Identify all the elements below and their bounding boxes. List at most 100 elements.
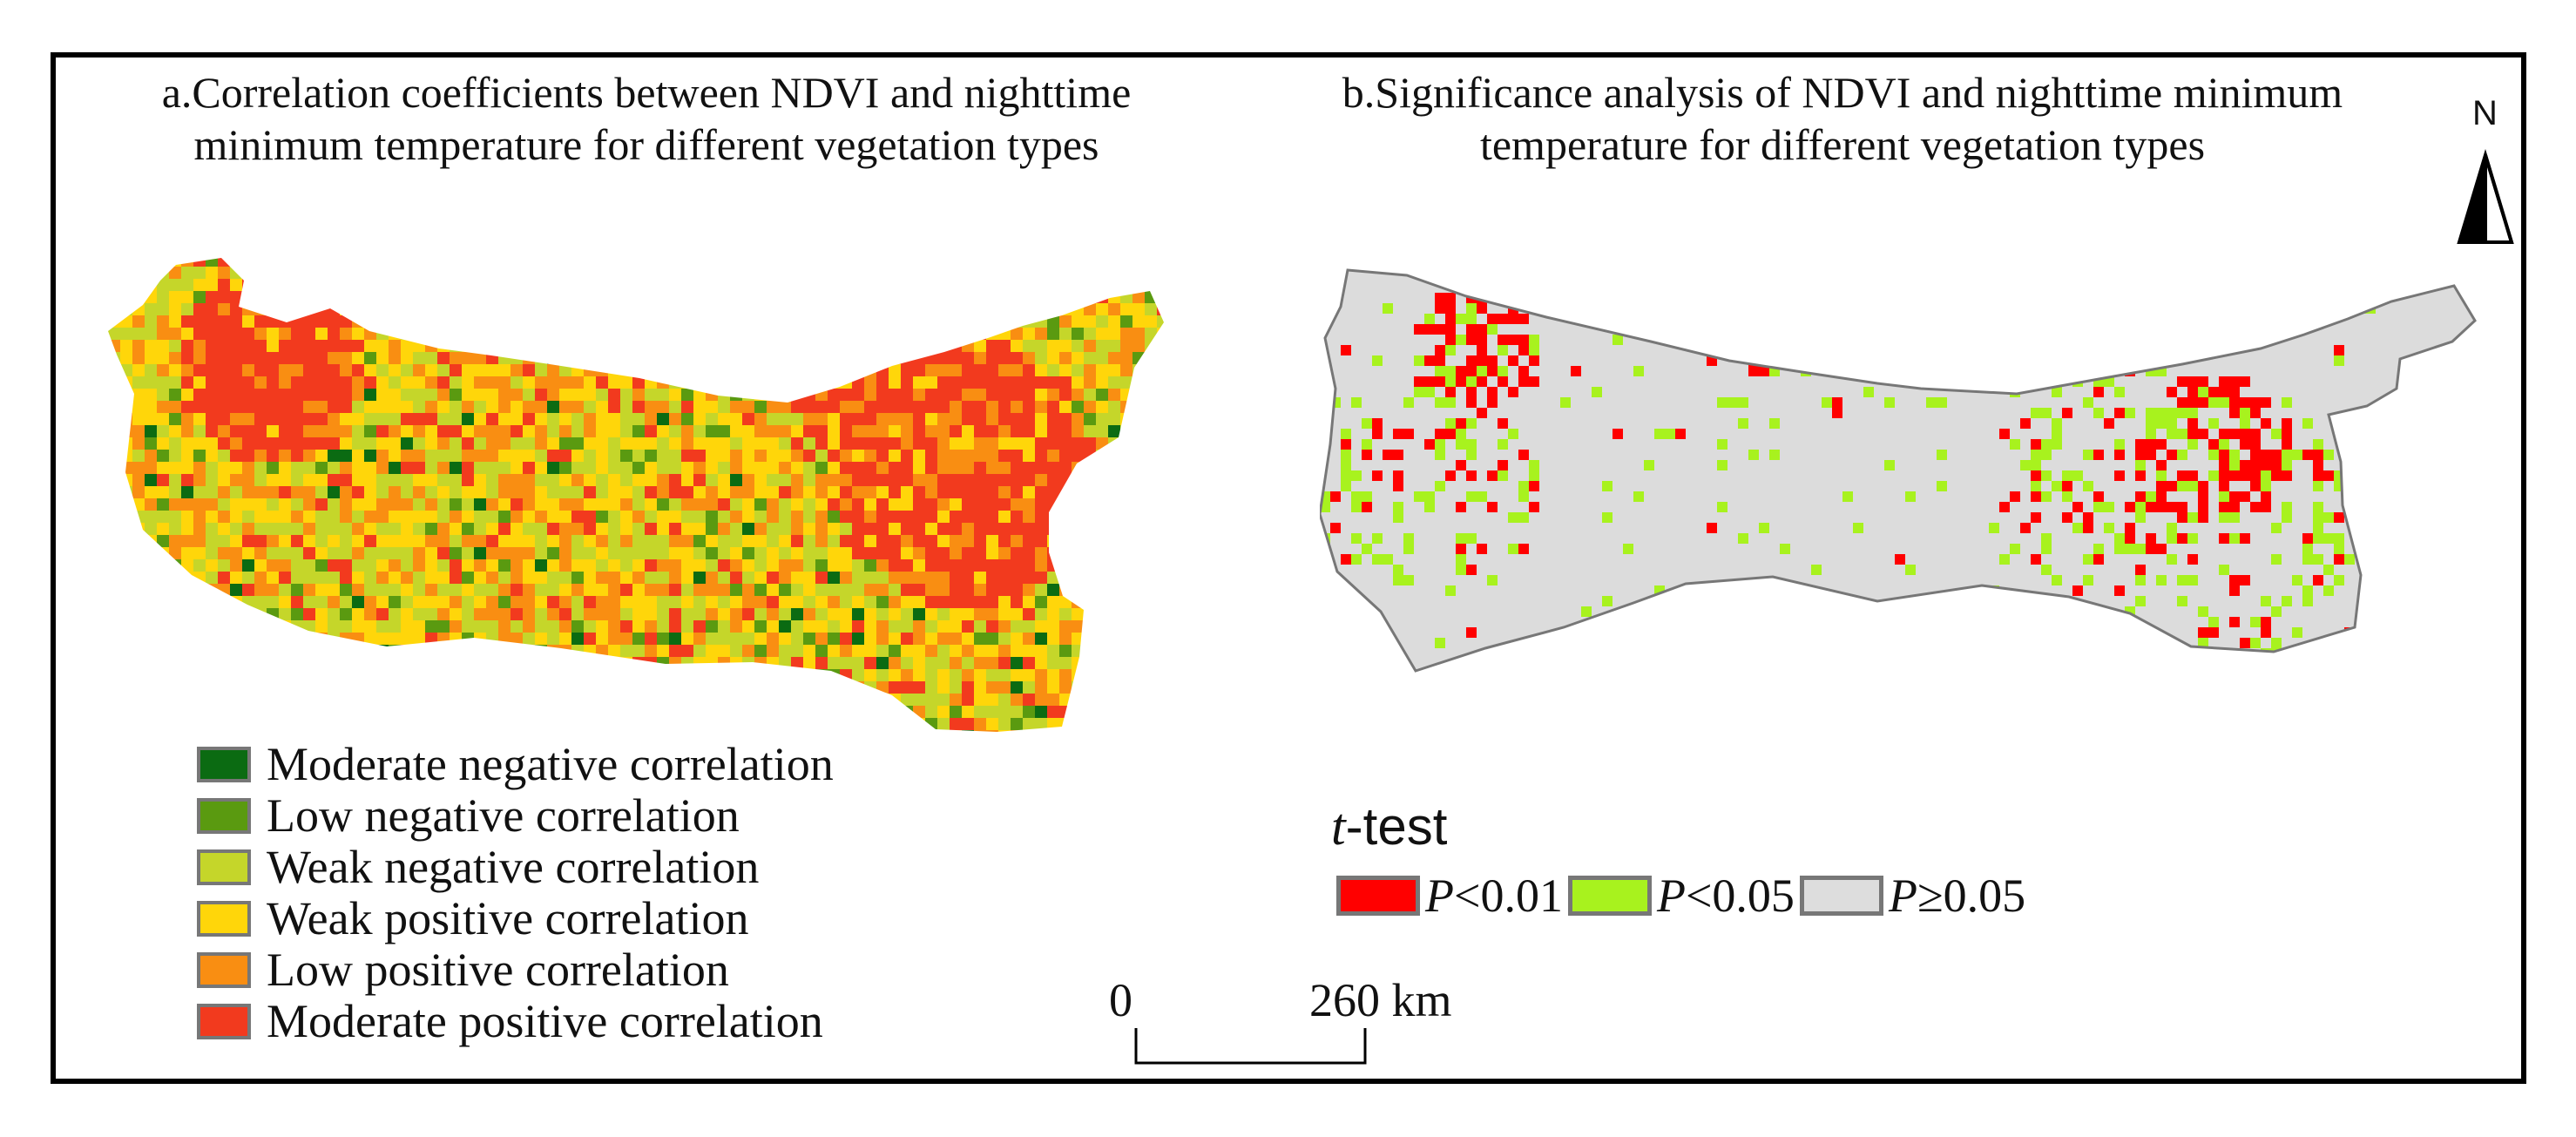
raster-cell (389, 596, 401, 608)
raster-cell (486, 596, 498, 608)
raster-cell (1169, 303, 1181, 315)
raster-cell (791, 584, 803, 596)
significance-cell (1832, 669, 1842, 671)
raster-cell (547, 303, 559, 315)
raster-cell (498, 596, 510, 608)
raster-cell (998, 498, 1011, 511)
raster-cell (1132, 706, 1145, 718)
raster-cell (413, 462, 425, 474)
raster-cell (779, 498, 791, 511)
significance-cell (1445, 314, 1456, 324)
raster-cell (803, 413, 815, 425)
raster-cell (1047, 462, 1059, 474)
raster-cell (413, 413, 425, 425)
raster-cell (498, 413, 510, 425)
raster-cell (596, 376, 608, 389)
raster-cell (901, 401, 913, 413)
raster-cell (1096, 267, 1108, 279)
raster-cell (1132, 315, 1145, 328)
raster-cell (145, 258, 157, 267)
raster-cell (108, 511, 120, 523)
raster-cell (523, 267, 535, 279)
raster-cell (1047, 694, 1059, 706)
raster-cell (218, 608, 230, 620)
raster-cell (1206, 474, 1218, 486)
raster-cell (950, 315, 962, 328)
raster-cell (315, 450, 328, 462)
raster-cell (340, 401, 352, 413)
raster-cell (559, 401, 571, 413)
significance-cell (2219, 293, 2229, 303)
raster-cell (206, 376, 218, 389)
raster-cell (767, 340, 779, 352)
raster-cell (742, 474, 754, 486)
raster-cell (937, 633, 950, 645)
raster-cell (657, 258, 669, 267)
raster-cell (1132, 584, 1145, 596)
raster-cell (864, 498, 876, 511)
raster-cell (828, 364, 840, 376)
raster-cell (315, 413, 328, 425)
significance-cell (1456, 533, 1466, 544)
raster-cell (1096, 584, 1108, 596)
raster-cell (803, 486, 815, 498)
raster-cell (193, 608, 206, 620)
raster-cell (1108, 694, 1120, 706)
raster-cell (852, 681, 864, 694)
raster-cell (620, 279, 632, 291)
raster-cell (401, 523, 413, 535)
raster-cell (218, 462, 230, 474)
raster-cell (389, 462, 401, 474)
raster-cell (1132, 498, 1145, 511)
significance-cell (1487, 502, 1498, 512)
raster-cell (242, 389, 254, 401)
raster-cell (462, 401, 474, 413)
raster-cell (571, 608, 584, 620)
raster-cell (681, 267, 693, 279)
raster-cell (462, 450, 474, 462)
raster-cell (145, 315, 157, 328)
raster-cell (450, 669, 462, 681)
raster-cell (815, 523, 828, 535)
scale-bar (1134, 1028, 1367, 1065)
significance-cell (1393, 470, 1403, 481)
raster-cell (181, 462, 193, 474)
raster-cell (1047, 681, 1059, 694)
panel-a-title: a.Correlation coefficients between NDVI … (71, 66, 1221, 171)
raster-cell (169, 340, 181, 352)
raster-cell (169, 474, 181, 486)
raster-cell (828, 694, 840, 706)
raster-cell (157, 258, 169, 267)
raster-cell (876, 633, 889, 645)
raster-cell (1145, 645, 1157, 657)
raster-cell (742, 645, 754, 657)
raster-cell (937, 376, 950, 389)
raster-cell (328, 279, 340, 291)
raster-cell (1120, 511, 1132, 523)
raster-cell (889, 718, 901, 730)
raster-cell (828, 474, 840, 486)
significance-cell (2198, 345, 2208, 355)
raster-cell (1132, 535, 1145, 547)
raster-cell (303, 596, 315, 608)
significance-cell (1769, 282, 1780, 293)
raster-cell (474, 620, 486, 633)
significance-cell (2229, 502, 2240, 512)
raster-cell (669, 523, 681, 535)
raster-cell (267, 486, 279, 498)
raster-cell (767, 718, 779, 730)
raster-cell (267, 669, 279, 681)
raster-cell (669, 511, 681, 523)
raster-cell (706, 279, 718, 291)
raster-cell (754, 303, 767, 315)
raster-cell (889, 364, 901, 376)
raster-cell (803, 474, 815, 486)
raster-cell (352, 413, 364, 425)
raster-cell (315, 267, 328, 279)
raster-cell (279, 608, 291, 620)
significance-cell (2271, 460, 2282, 470)
raster-cell (913, 694, 925, 706)
raster-cell (596, 267, 608, 279)
significance-cell (1518, 491, 1529, 502)
raster-cell (267, 498, 279, 511)
